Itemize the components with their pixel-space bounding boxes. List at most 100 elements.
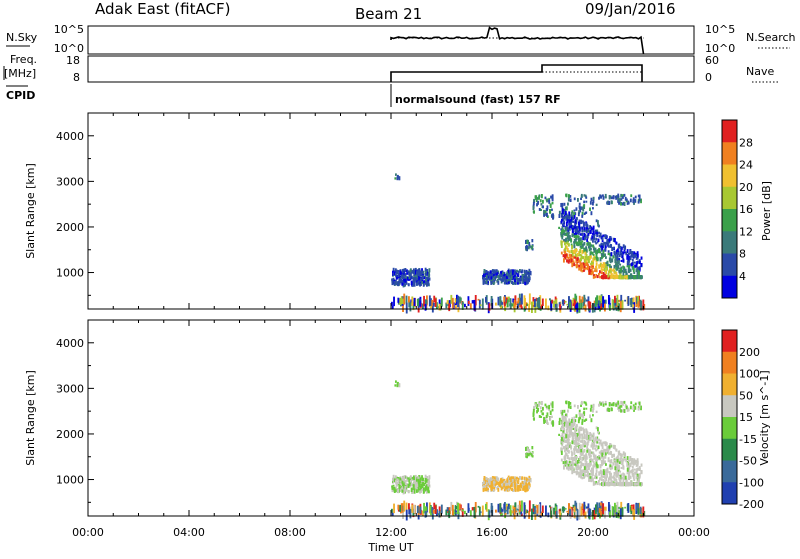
power-cell — [639, 299, 642, 308]
power-cell — [576, 302, 579, 312]
velocity-cell — [626, 409, 629, 412]
power-cell — [590, 251, 593, 255]
power-cell — [569, 301, 571, 309]
power-cell — [564, 250, 567, 254]
power-cell — [572, 249, 575, 254]
velocity-cell — [583, 513, 586, 516]
velocity-cell — [479, 511, 482, 514]
power-cell — [571, 252, 574, 257]
power-cell — [588, 268, 591, 272]
velocity-cell — [624, 475, 627, 480]
velocity-cell — [603, 471, 605, 475]
velocity-cell — [568, 418, 571, 423]
velocity-cell — [604, 474, 606, 479]
velocity-cell — [586, 474, 589, 478]
power-cell — [579, 238, 582, 242]
velocity-cell — [561, 409, 564, 413]
velocity-cell — [588, 478, 591, 482]
velocity-cell — [612, 402, 615, 406]
power-cell — [583, 194, 586, 197]
velocity-cell — [410, 487, 413, 492]
power-cell — [593, 248, 596, 253]
power-cell — [564, 253, 567, 257]
power-cell — [416, 276, 419, 279]
power-cell — [636, 297, 638, 304]
velocity-cell — [629, 405, 632, 410]
velocity-cell — [604, 400, 607, 406]
velocity-cell — [572, 510, 575, 513]
power-cell — [609, 252, 612, 257]
velocity-cell — [570, 432, 572, 435]
power-cell — [399, 270, 402, 274]
power-cell — [596, 295, 599, 305]
nsky-trace — [390, 26, 645, 55]
power-cell — [568, 296, 570, 308]
power-cell — [599, 270, 601, 274]
velocity-cell — [409, 475, 412, 479]
power-cell — [596, 231, 599, 235]
velocity-cell — [623, 400, 626, 404]
power-cell — [461, 301, 464, 310]
velocity-cell — [397, 491, 400, 494]
power-cell — [581, 214, 584, 218]
power-cell — [585, 259, 588, 264]
velocity-cell — [422, 481, 424, 486]
power-cell — [578, 302, 581, 313]
power-cell — [501, 279, 504, 283]
power-cell — [509, 298, 512, 306]
velocity-cell — [571, 465, 574, 468]
velocity-scatter — [391, 380, 646, 521]
power-cell — [563, 239, 565, 242]
power-cell — [512, 281, 515, 285]
power-cell — [622, 274, 625, 280]
power-cell — [578, 264, 580, 268]
velocity-cell — [420, 489, 423, 492]
power-cell — [637, 266, 640, 271]
power-cell — [587, 255, 590, 260]
velocity-cell — [541, 505, 544, 513]
velocity-cell — [597, 445, 600, 449]
velocity-cell — [517, 510, 519, 516]
velocity-cell — [590, 454, 592, 458]
velocity-cell — [488, 510, 491, 518]
velocity-cell — [509, 478, 511, 484]
power-cell — [618, 303, 621, 311]
power-cell — [511, 272, 514, 275]
velocity-cell — [419, 477, 422, 481]
power-cell — [524, 281, 527, 285]
power-cell — [575, 259, 578, 264]
power-cell — [408, 296, 410, 303]
power-cell — [577, 212, 580, 217]
velocity-cell — [539, 406, 542, 410]
power-cell — [576, 226, 579, 229]
velocity-cell — [578, 437, 581, 441]
power-cell — [615, 241, 618, 245]
velocity-cell — [637, 473, 640, 478]
power-cell — [413, 280, 416, 285]
velocity-cell — [404, 476, 407, 479]
velocity-cell — [614, 471, 617, 475]
velocity-cell — [583, 445, 586, 448]
power-cell — [570, 222, 573, 226]
power-cell — [605, 270, 608, 275]
power-cell — [424, 273, 427, 278]
power-cell — [509, 277, 512, 281]
velocity-cell — [424, 510, 427, 518]
power-cell — [606, 266, 608, 271]
velocity-cell — [626, 472, 629, 475]
power-cell — [545, 198, 548, 201]
velocity-cell — [574, 448, 577, 451]
velocity-cell — [504, 484, 506, 488]
power-cell — [570, 217, 573, 221]
velocity-cell — [428, 484, 431, 488]
velocity-cell — [621, 453, 623, 457]
power-cell — [560, 220, 563, 223]
power-cell — [627, 258, 630, 261]
power-cell — [602, 274, 605, 280]
velocity-cell — [564, 449, 566, 453]
velocity-cell — [600, 459, 603, 463]
velocity-cell — [590, 458, 593, 462]
power-cell — [564, 247, 567, 251]
power-cell — [568, 253, 571, 257]
velocity-cell — [408, 507, 411, 515]
